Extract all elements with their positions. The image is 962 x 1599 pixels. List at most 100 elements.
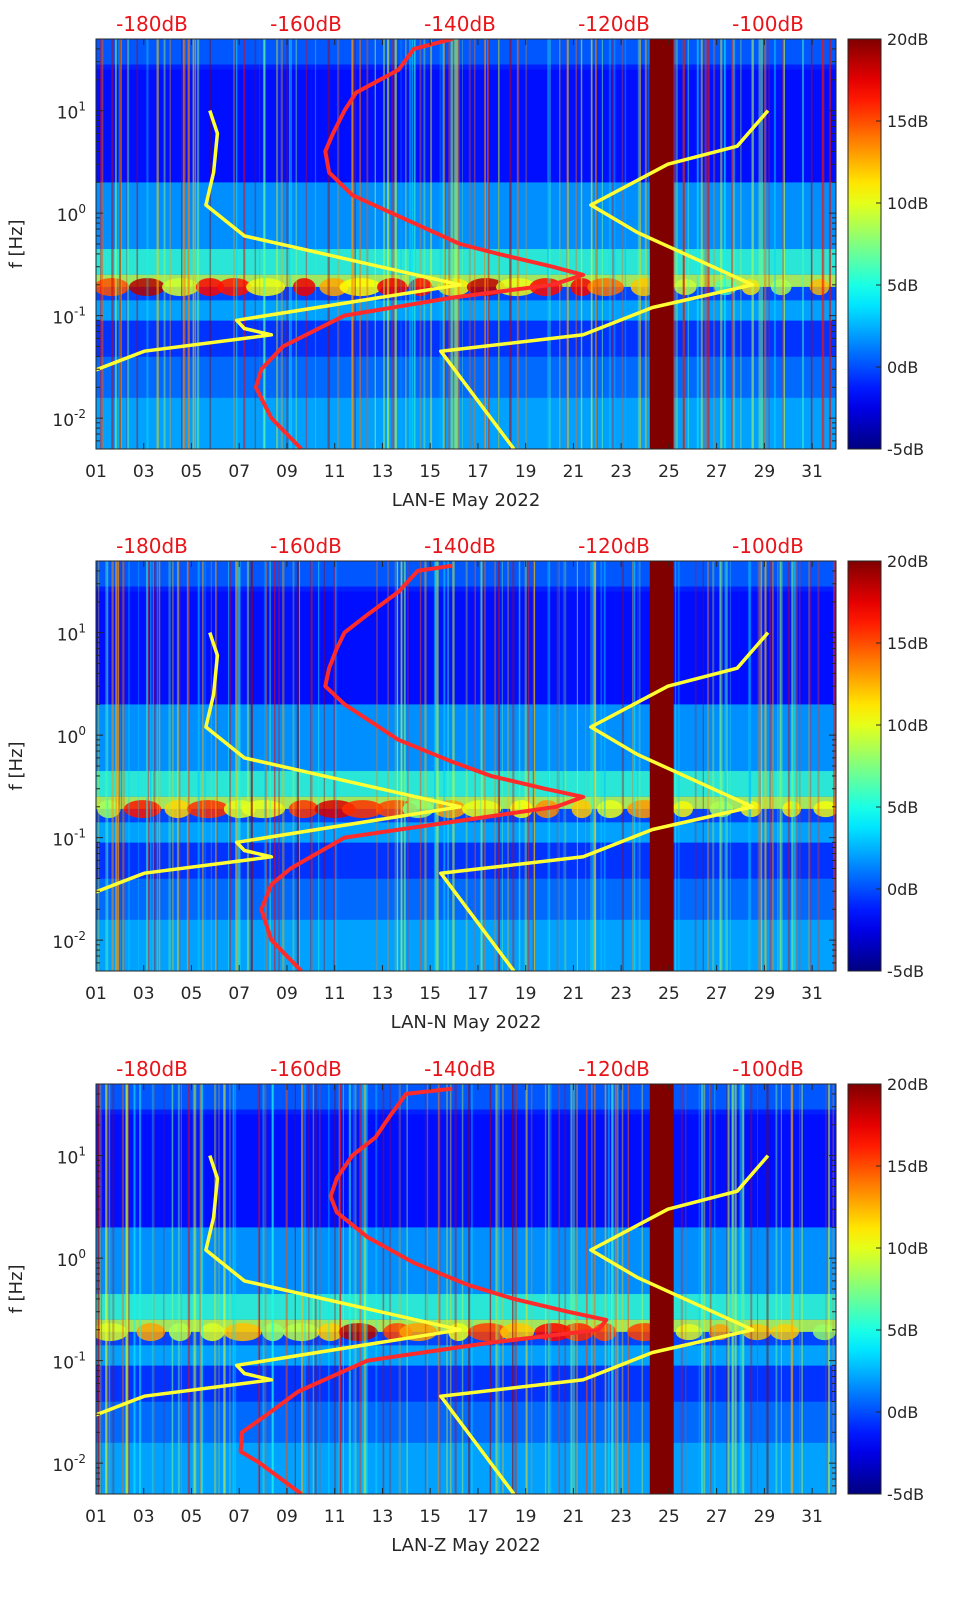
heatmap-streak	[611, 1084, 613, 1494]
heatmap-blob	[136, 1323, 166, 1342]
colorbar-tick-label: 20dB	[887, 1075, 929, 1094]
heatmap-streak	[328, 1084, 330, 1494]
x-tick-label: 03	[133, 1507, 155, 1527]
heatmap-streak	[263, 561, 267, 971]
heatmap-streak	[515, 1084, 517, 1494]
heatmap-streak	[696, 39, 699, 449]
x-axis-label: LAN-N May 2022	[391, 1012, 542, 1033]
heatmap-streak	[593, 1084, 595, 1494]
heatmap-streak	[514, 1084, 517, 1494]
heatmap-streak	[251, 561, 253, 971]
heatmap-streak	[396, 561, 399, 971]
heatmap-streak	[105, 561, 108, 971]
heatmap-blob	[672, 801, 693, 818]
heatmap-streak	[594, 561, 597, 971]
x-tick-label: 21	[563, 1507, 585, 1527]
heatmap-streak	[348, 1084, 351, 1494]
heatmap-streak	[525, 39, 528, 449]
heatmap-streak	[576, 1084, 578, 1494]
x-axis-label: LAN-Z May 2022	[391, 1535, 541, 1556]
y-axis-label: f [Hz]	[6, 219, 27, 268]
heatmap-streak	[461, 1084, 464, 1494]
heatmap-streak	[714, 1084, 716, 1494]
heatmap-streak	[793, 561, 796, 971]
heatmap-streak	[709, 1084, 712, 1494]
heatmap-streak	[580, 39, 583, 449]
heatmap-blob	[162, 278, 200, 297]
heatmap-streak	[199, 1084, 201, 1494]
heatmap-streak	[549, 1084, 552, 1494]
heatmap-blob	[123, 800, 162, 819]
heatmap-streak	[163, 1084, 165, 1494]
x-tick-label: 11	[324, 1507, 346, 1527]
x-tick-label: 09	[276, 984, 298, 1004]
heatmap-blob	[675, 1324, 703, 1341]
heatmap-band	[96, 397, 836, 449]
heatmap-band	[96, 919, 836, 971]
y-axis-label: f [Hz]	[6, 1264, 27, 1313]
heatmap-streak	[318, 561, 320, 971]
heatmap-band	[96, 1294, 836, 1320]
heatmap-streak	[177, 1084, 180, 1494]
heatmap-streak	[115, 561, 117, 971]
x-tick-label: 31	[801, 1507, 823, 1527]
heatmap-streak	[400, 561, 403, 971]
heatmap-streak	[289, 39, 291, 449]
heatmap-streak	[517, 39, 520, 449]
heatmap-streak	[405, 39, 407, 449]
heatmap-streak	[700, 39, 703, 449]
colorbar-tick-label: 5dB	[887, 798, 918, 817]
heatmap-streak	[637, 39, 640, 449]
heatmap-streak	[265, 561, 267, 971]
top-db-tick-label: -100dB	[732, 12, 804, 36]
heatmap-streak	[238, 561, 241, 971]
x-tick-label: 07	[228, 462, 250, 482]
x-tick-label: 31	[801, 462, 823, 482]
heatmap-streak	[507, 561, 509, 971]
heatmap-streak	[484, 39, 486, 449]
heatmap-streak	[448, 39, 451, 449]
x-tick-label: 09	[276, 462, 298, 482]
heatmap-streak	[509, 39, 512, 449]
heatmap-streak	[108, 1084, 111, 1494]
heatmap-streak	[383, 39, 385, 449]
heatmap-streak	[611, 1084, 614, 1494]
x-tick-label: 23	[610, 984, 632, 1004]
heatmap-streak	[707, 39, 709, 449]
heatmap-streak	[757, 561, 760, 971]
colorbar-tick-label: 15dB	[887, 112, 929, 131]
x-tick-label: 25	[658, 984, 680, 1004]
heatmap-band	[96, 356, 836, 398]
heatmap-streak	[474, 561, 476, 971]
heatmap-streak	[442, 39, 445, 449]
top-db-tick-label: -120dB	[578, 534, 650, 558]
heatmap-streak	[111, 561, 114, 971]
heatmap-streak	[739, 1084, 742, 1494]
heatmap-blob	[341, 800, 384, 819]
noise-model-curve	[439, 631, 770, 971]
y-tick-label: 10-1	[52, 1350, 86, 1374]
heatmap-streak	[524, 561, 527, 971]
heatmap-streak	[675, 39, 678, 449]
heatmap-streak	[726, 1084, 728, 1494]
heatmap-streak	[572, 1084, 574, 1494]
heatmap-streak	[229, 1084, 231, 1494]
heatmap-streak	[564, 561, 567, 971]
heatmap-streak	[121, 1084, 124, 1494]
heatmap-streak	[720, 561, 723, 971]
heatmap-streak	[215, 561, 218, 971]
heatmap-streak	[411, 39, 414, 449]
noise-model-curve	[96, 632, 462, 894]
heatmap-streak	[575, 39, 577, 449]
heatmap-streak	[258, 1084, 261, 1494]
heatmap-streak	[728, 1084, 730, 1494]
heatmap-streak	[171, 1084, 174, 1494]
heatmap-streak	[621, 39, 624, 449]
heatmap-streak	[452, 561, 455, 971]
heatmap-streak	[196, 39, 200, 449]
heatmap-streak	[518, 561, 521, 971]
heatmap-band	[96, 586, 836, 592]
heatmap-streak	[488, 39, 490, 449]
heatmap-blob	[288, 800, 319, 819]
heatmap-streak	[801, 1084, 803, 1494]
